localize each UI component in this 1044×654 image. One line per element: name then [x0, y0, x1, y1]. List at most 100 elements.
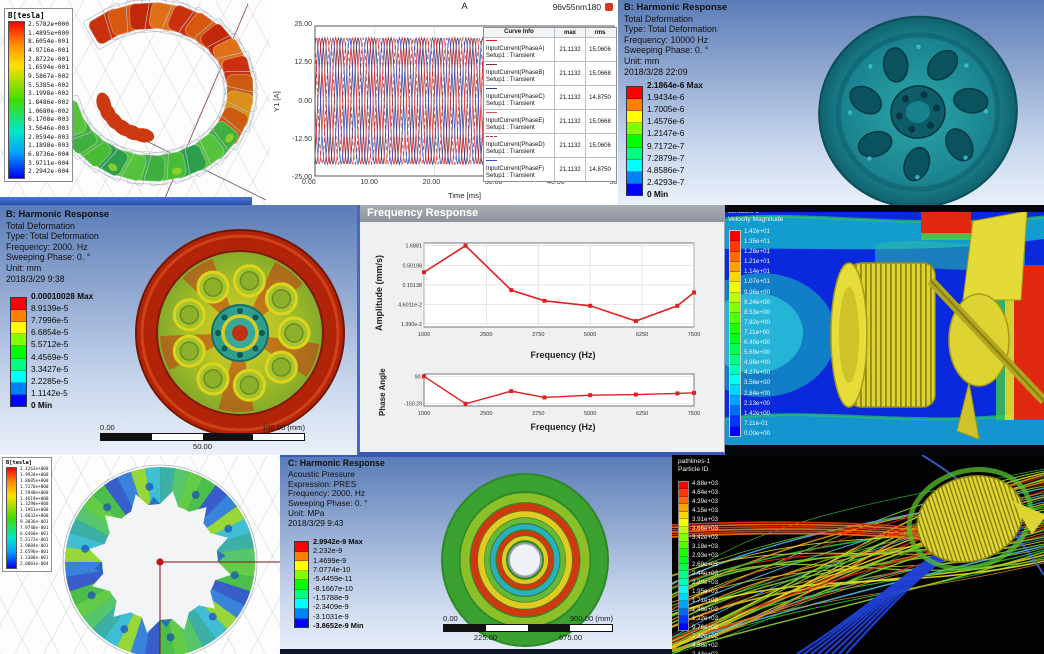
colorbar-band [730, 251, 740, 262]
deformation-colorbar: 2.1864e-6 Max 1.9434e-6 1.7005e-6 1.4576e-6… [626, 81, 703, 199]
colorbar-label: 1.46e+03 [692, 606, 718, 613]
colorbar-label: 4.88e+02 [692, 642, 718, 649]
colorbar-label: -3.8652e-9 Min [313, 620, 364, 630]
colorbar-label: 7.11e+00 [744, 328, 770, 336]
colorbar-label: 2.84e+00 [744, 389, 770, 397]
colorbar-label: 2.9942e-9 Max [313, 537, 363, 546]
ansys-icon [605, 3, 613, 11]
colorbar-label: 1.9434e-6 [647, 92, 685, 103]
window-edge [725, 205, 1044, 212]
colorbar-band [295, 589, 308, 600]
colorbar-label: 1.07e+01 [744, 278, 770, 286]
colorbar-label: 2.13e+00 [744, 399, 770, 407]
colorbar-band [730, 375, 740, 386]
result-info: Total Deformation Type: Total Deformation… [6, 221, 109, 285]
bfield-legend-value: 4.9716e-001 [28, 46, 69, 54]
legend-row: InputCurrent(PhaseA) Setup1 : Transient 21… [484, 37, 616, 61]
panel-harmonic-2000: B: Harmonic Response Total Deformation Ty… [0, 205, 357, 455]
colorbar-label: 1.1142e-5 [31, 387, 68, 398]
curve-swatch [486, 40, 497, 41]
panel-cfd-velocity: contours-2 Velocity Magnitude 1.42e+011.… [725, 205, 1044, 455]
bfield-legend-value: 8.6054e-001 [28, 38, 69, 46]
colorbar-band [295, 608, 308, 619]
contour-quantity: Velocity Magnitude [728, 216, 784, 223]
result-info-line: Sweeping Phase: 0. ° [6, 252, 91, 263]
legend-header: rms [585, 28, 614, 37]
bfield-legend-value: 1.8605e+000 [20, 478, 49, 484]
bfield-legend-value: 1.1961e+000 [20, 508, 49, 514]
svg-text:7500: 7500 [688, 332, 700, 338]
svg-text:-150.29: -150.29 [404, 402, 422, 408]
colorbar-band [679, 556, 688, 564]
colorbar-band [679, 519, 688, 527]
result-info-line: 2018/3/29 9:38 [6, 273, 65, 284]
bfield-legend-value: 1.6594e-001 [28, 64, 69, 72]
colorbar-band [11, 334, 26, 347]
colorbar-label: -5.4459e-11 [313, 574, 353, 584]
colorbar-band [679, 608, 688, 617]
colorbar-label: -1.5788e-9 [313, 592, 349, 602]
colorbar-label: 6.6854e-5 [31, 327, 69, 338]
colorbar-band [679, 511, 688, 520]
colorbar-label: 5.69e+00 [744, 349, 770, 357]
bfield-legend-value: 1.9934e+000 [20, 472, 49, 478]
bfield-legend-value: 3.9884e-001 [20, 543, 49, 549]
colorbar-band [679, 534, 688, 542]
y-tick-label: 12.50 [294, 59, 312, 67]
window-titlebar[interactable]: Frequency Response [360, 205, 724, 222]
bfield-legend-value: 6.6460e-001 [20, 531, 49, 537]
svg-text:6250: 6250 [636, 411, 648, 417]
bfield-legend-value: 1.3290e+000 [20, 502, 49, 508]
legend-row: InputCurrent(PhaseC) Setup1 : Transient 21… [484, 85, 616, 109]
colorbar-band [11, 310, 26, 323]
colorbar-label: 7.32e+02 [692, 633, 718, 640]
colorbar-label: 2.93e+03 [692, 552, 718, 559]
x-axis-label: Time [ms] [447, 191, 482, 200]
legend-row: InputCurrent(PhaseB) Setup1 : Transient 21… [484, 61, 616, 85]
svg-text:5000: 5000 [584, 411, 596, 417]
colorbar-label: 9.76e+02 [692, 624, 718, 631]
colorbar-band [679, 616, 688, 624]
pressure-colorbar: 2.9942e-9 Max 2.232e-9 1.4699e-9 7.0774e-10… [294, 537, 364, 630]
colorbar-label: 3.66e+03 [692, 525, 718, 532]
y-tick-label: 0.00 [298, 97, 312, 105]
amplitude-chart: 1000 2500 3750 5000 6250 7500 1.6881 0.50198 0.1… [398, 242, 700, 338]
bfield-legend-value: 2.2942e-004 [28, 168, 69, 176]
colorbar-band [295, 599, 308, 609]
colorbar-band [627, 183, 642, 195]
colorbar-band [295, 580, 308, 590]
colorbar-band [11, 298, 26, 311]
ruler-max: 900.00 (mm) [569, 614, 613, 623]
colorbar-band [627, 159, 642, 172]
colorbar-labels: 4.88e+03 4.64e+03 4.39e+03 4.15e+03 3.91e+03… [692, 479, 718, 654]
acoustic-disk-model [441, 473, 609, 647]
colorbar-band [730, 426, 740, 436]
colorbar-labels: 2.1864e-6 Max 1.9434e-6 1.7005e-6 1.4576e-6… [647, 81, 703, 199]
result-info-line: Frequency: 10000 Hz [624, 34, 709, 45]
panel-frequency-response: Frequency Response 1000 2500 3750 5000 6250 7… [357, 205, 725, 455]
result-info-line: Total Deformation [6, 220, 75, 231]
ruler-max: 100.00 (mm) [261, 423, 305, 432]
colorbar-band [679, 623, 688, 631]
colorbar-band [627, 87, 642, 100]
result-info-line: Sweeping Phase: 0. ° [288, 498, 368, 509]
colorbar-band [295, 570, 308, 581]
particle-colorbar: 4.88e+03 4.64e+03 4.39e+03 4.15e+03 3.91e+03… [678, 479, 718, 654]
colorbar-label: 2.232e-9 [313, 546, 343, 556]
colorbar-label: 1.71e+03 [692, 597, 718, 604]
colorbar-band [11, 346, 26, 359]
scale-ruler: 0.00 900.00 (mm) 225.00 675.00 [443, 614, 613, 642]
colorbar-label: 4.4569e-5 [31, 351, 69, 362]
curve-swatch [486, 64, 497, 65]
colorbar-band [295, 561, 308, 571]
bfield-legend-value: 2.5782e+000 [28, 21, 69, 28]
svg-text:1000: 1000 [418, 411, 430, 417]
colorbar-label: -2.3409e-9 [313, 602, 349, 612]
curve-swatch [486, 136, 497, 137]
bfield-legend-value: 6.1708e-003 [28, 116, 69, 124]
svg-text:2500: 2500 [480, 411, 492, 417]
window-edge [280, 649, 672, 654]
colorbar-band [11, 370, 26, 383]
bfield-legend-value: 1.1898e-003 [28, 142, 69, 150]
colorbar-label: 9.7172e-7 [647, 140, 685, 151]
